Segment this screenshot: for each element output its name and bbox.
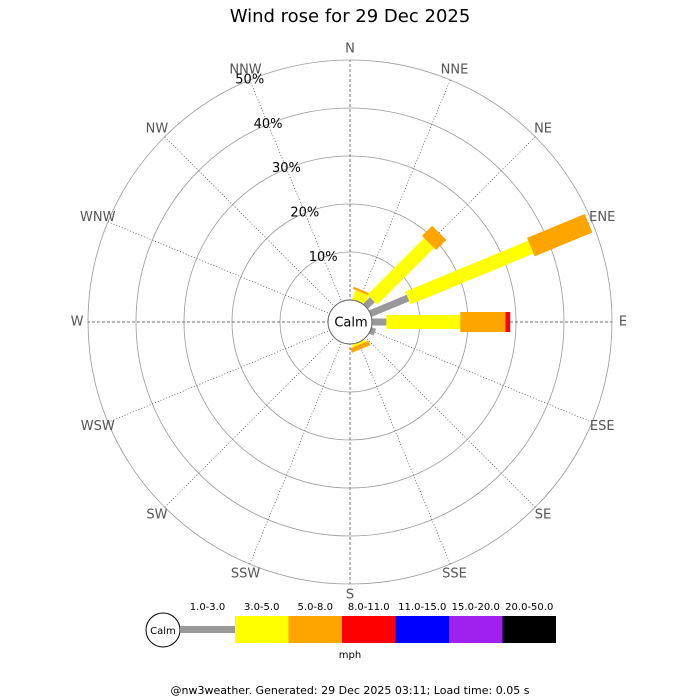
legend-swatch — [180, 626, 235, 633]
direction-label: NNE — [441, 62, 469, 77]
legend-label: 1.0-3.0 — [190, 602, 225, 613]
calm-label: Calm — [334, 316, 367, 331]
spoke — [249, 321, 351, 565]
wind-segment — [350, 340, 371, 353]
legend-swatch — [342, 616, 396, 643]
wind-segment — [405, 240, 534, 305]
wind-segment — [368, 294, 410, 317]
direction-label: W — [71, 315, 84, 330]
direction-label: E — [619, 315, 627, 330]
spoke — [164, 321, 351, 508]
direction-label: ENE — [589, 210, 615, 225]
legend-label: 5.0-8.0 — [298, 602, 333, 613]
spoke — [249, 79, 351, 323]
spoke — [107, 321, 351, 423]
legend-label: 3.0-5.0 — [244, 602, 279, 613]
wind-segment — [367, 238, 434, 305]
legend-unit: mph — [339, 650, 361, 661]
ring-label: 50% — [235, 72, 264, 87]
legend-label: 20.0-50.0 — [505, 602, 553, 613]
grid-ring — [135, 107, 565, 537]
legend-label: 8.0-11.0 — [348, 602, 390, 613]
footer: @nw3weather. Generated: 29 Dec 2025 03:1… — [171, 684, 530, 697]
legend-swatch — [288, 616, 342, 643]
legend-swatch — [235, 616, 289, 643]
direction-label: NW — [146, 121, 169, 136]
direction-label: SSW — [231, 567, 261, 582]
direction-label: ESE — [590, 419, 615, 434]
legend-swatch — [449, 616, 503, 643]
legend-label: 11.0-15.0 — [398, 602, 446, 613]
chart-title: Wind rose for 29 Dec 2025 — [230, 6, 471, 27]
wind-segment — [363, 297, 375, 309]
direction-label: SW — [146, 508, 167, 523]
spoke — [349, 321, 593, 423]
legend-calm-label: Calm — [150, 626, 176, 637]
direction-label: NNW — [229, 62, 261, 77]
direction-label: NE — [534, 121, 552, 136]
spoke — [349, 321, 536, 508]
spoke — [164, 136, 351, 323]
direction-label: SE — [535, 508, 551, 523]
legend-swatch — [395, 616, 449, 643]
calm-circle — [327, 299, 373, 345]
direction-label: SSE — [442, 567, 467, 582]
wind-segment — [351, 290, 369, 305]
direction-label: S — [346, 588, 354, 603]
wind-segment — [368, 327, 377, 336]
direction-label: N — [345, 42, 355, 57]
spoke — [107, 221, 351, 323]
wind-segment — [527, 213, 593, 257]
direction-label: WSW — [81, 419, 115, 434]
direction-label: WNW — [80, 210, 116, 225]
spoke — [349, 321, 451, 565]
legend-label: 15.0-20.0 — [452, 602, 500, 613]
wind-segment — [352, 286, 373, 297]
legend-swatch — [502, 616, 556, 643]
wind-segment — [421, 225, 447, 251]
